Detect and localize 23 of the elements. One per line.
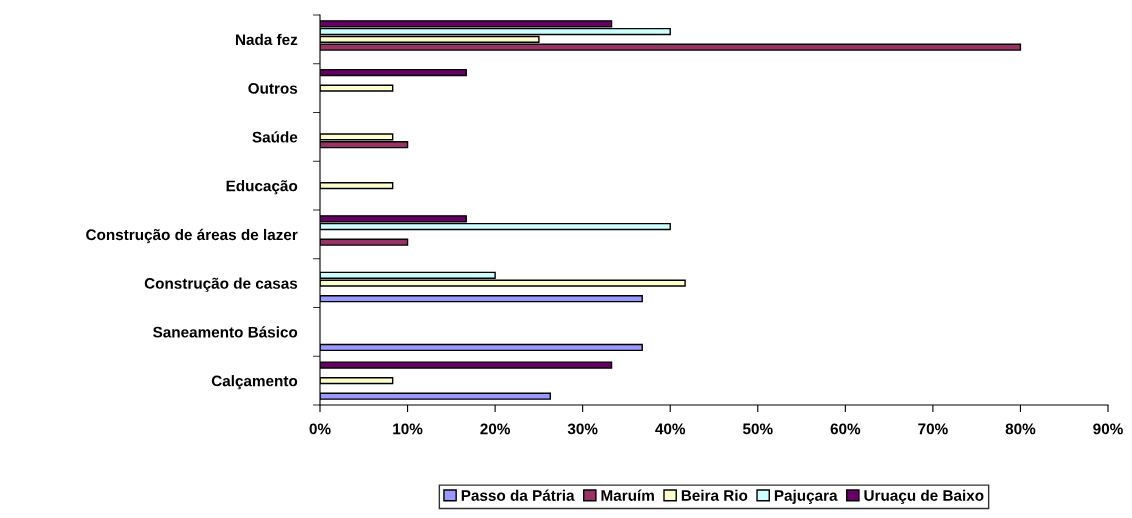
x-tick-label: 70% <box>918 423 948 435</box>
x-tick-label: 90% <box>1093 423 1123 435</box>
legend-label: Beira Rio <box>681 489 748 501</box>
y-tick-label: Saúde <box>252 131 298 143</box>
x-tick-label: 60% <box>830 423 861 435</box>
x-tick-label: 30% <box>567 423 598 435</box>
x-tick-label: 50% <box>742 423 773 435</box>
x-tick-label: 0% <box>309 423 331 435</box>
y-tick-label: Construção de áreas de lazer <box>86 228 298 244</box>
x-tick-label: 10% <box>393 423 423 435</box>
x-tick-label: 20% <box>480 423 510 435</box>
x-tick-label: 80% <box>1005 423 1036 435</box>
y-tick-label: Nada fez <box>235 33 298 46</box>
x-tick-label: 40% <box>655 423 686 435</box>
legend-label: Maruím <box>601 489 654 501</box>
y-tick-label: Construção de casas <box>144 277 298 292</box>
legend-label: Pajuçara <box>774 489 838 504</box>
y-tick-label: Outros <box>248 82 298 94</box>
y-tick-label: Educação <box>226 180 298 195</box>
legend-label: Uruaçu de Baixo <box>864 489 984 504</box>
legend-label: Passo da Pátria <box>461 489 575 501</box>
y-tick-label: Calçamento <box>211 375 298 390</box>
y-tick-label: Saneamento Básico <box>153 326 298 338</box>
